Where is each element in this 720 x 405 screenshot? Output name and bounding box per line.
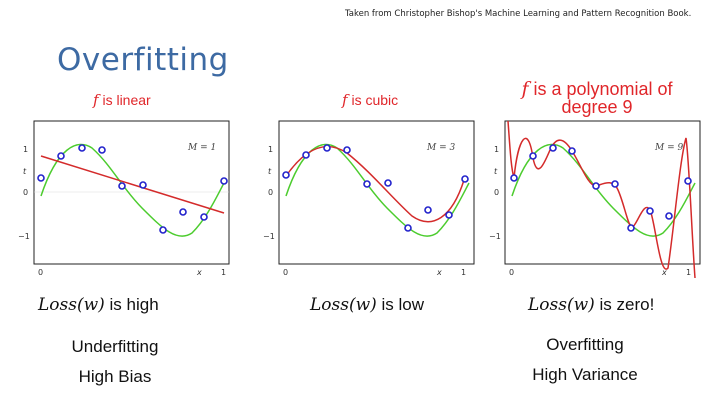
- panel-2-caption: f is cubic: [342, 91, 398, 109]
- data-points: [282, 144, 469, 232]
- data-point: [220, 177, 228, 185]
- loss-text-2: is low: [376, 295, 425, 314]
- x-tick-0: 0: [509, 268, 514, 277]
- y-tick-1: 1: [23, 145, 28, 154]
- underfitting-label: Underfitting High Bias: [45, 332, 185, 392]
- loss-math-2: Loss(w): [310, 295, 377, 315]
- data-point: [200, 213, 208, 221]
- loss-caption-3: Loss(w) is zero!: [528, 295, 654, 315]
- m-label: M = 3: [426, 143, 455, 153]
- panel-3-caption-f: f: [521, 78, 529, 100]
- plot-frame: [33, 120, 230, 265]
- data-point: [98, 146, 106, 154]
- y-tick-1: 1: [268, 145, 273, 154]
- panel-3-caption: f is a polynomial of degree 9: [520, 78, 674, 117]
- loss-math-1: Loss(w): [38, 295, 105, 315]
- data-point: [343, 146, 351, 154]
- m-label: M = 9: [654, 143, 683, 153]
- x-tick-0: 0: [283, 268, 288, 277]
- plot-cubic-fit: 1 0 −1 t 0 1 x M = 3: [263, 120, 475, 277]
- y-axis-label: t: [268, 167, 272, 176]
- data-point: [302, 151, 310, 159]
- data-point: [57, 152, 65, 160]
- panel-2-caption-text: is cubic: [347, 92, 399, 108]
- y-tick-neg1: −1: [263, 232, 275, 241]
- data-point: [424, 206, 432, 214]
- data-point: [404, 224, 412, 232]
- data-point: [139, 181, 147, 189]
- data-point: [549, 144, 557, 152]
- data-point: [510, 174, 518, 182]
- panel-2-caption-f: f: [342, 91, 348, 109]
- y-tick-neg1: −1: [489, 232, 501, 241]
- data-point: [592, 182, 600, 190]
- data-point: [611, 180, 619, 188]
- data-point: [323, 144, 331, 152]
- data-point: [282, 171, 290, 179]
- y-axis-label: t: [23, 167, 27, 176]
- true-sine-curve: [40, 143, 225, 237]
- x-tick-0: 0: [38, 268, 43, 277]
- panel-3-caption-text2: degree 9: [561, 97, 633, 117]
- high-bias-text: High Bias: [78, 367, 152, 386]
- y-tick-0: 0: [23, 188, 28, 197]
- loss-text-3: is zero!: [594, 295, 655, 314]
- data-point: [646, 207, 654, 215]
- x-axis-label: x: [661, 268, 667, 277]
- plot-frame: [504, 120, 701, 265]
- loss-math-3: Loss(w): [528, 295, 595, 315]
- data-point: [159, 226, 167, 234]
- x-tick-1: 1: [221, 268, 226, 277]
- data-point: [363, 180, 371, 188]
- overfitting-label: Overfitting High Variance: [510, 330, 660, 390]
- m-label: M = 1: [187, 143, 216, 153]
- source-credit: Taken from Christopher Bishop's Machine …: [345, 9, 692, 19]
- data-point: [78, 144, 86, 152]
- data-point: [684, 177, 692, 185]
- loss-text-1: is high: [104, 295, 159, 314]
- data-point: [118, 182, 126, 190]
- data-point: [37, 174, 45, 182]
- y-tick-neg1: −1: [18, 232, 30, 241]
- data-point: [179, 208, 187, 216]
- data-point: [461, 175, 469, 183]
- loss-caption-2: Loss(w) is low: [310, 295, 424, 315]
- y-axis-label: t: [494, 167, 498, 176]
- true-sine-curve: [511, 143, 696, 237]
- data-points: [510, 144, 692, 232]
- underfitting-text: Underfitting: [71, 337, 159, 356]
- data-point: [568, 147, 576, 155]
- slide-title: Overfitting: [57, 42, 229, 78]
- data-point: [627, 224, 635, 232]
- panel-1-caption: f is linear: [93, 91, 151, 109]
- fit-curve-linear: [40, 155, 225, 214]
- fit-curve-cubic: [285, 145, 465, 223]
- plot-linear-fit: 1 0 −1 t 0 1 x M = 1: [18, 120, 230, 277]
- x-axis-label: x: [436, 268, 442, 277]
- y-tick-0: 0: [268, 188, 273, 197]
- x-tick-1: 1: [461, 268, 466, 277]
- true-sine-curve: [285, 143, 470, 237]
- data-point: [384, 179, 392, 187]
- fit-curve-degree9: [507, 120, 696, 279]
- plot-degree9-fit: 1 0 −1 t 0 1 x M = 9: [489, 120, 701, 279]
- panel-1-caption-text: is linear: [98, 92, 151, 108]
- loss-caption-1: Loss(w) is high: [38, 295, 159, 315]
- x-tick-1: 1: [686, 268, 691, 277]
- data-points: [37, 144, 228, 234]
- x-axis-label: x: [196, 268, 202, 277]
- data-point: [665, 212, 673, 220]
- y-tick-0: 0: [494, 188, 499, 197]
- high-variance-text: High Variance: [532, 365, 638, 384]
- y-tick-1: 1: [494, 145, 499, 154]
- panel-3-caption-text: is a polynomial of: [528, 79, 673, 99]
- overfitting-text: Overfitting: [546, 335, 624, 354]
- panel-1-caption-f: f: [93, 91, 99, 109]
- data-point: [529, 152, 537, 160]
- plot-frame: [278, 120, 475, 265]
- data-point: [445, 211, 453, 219]
